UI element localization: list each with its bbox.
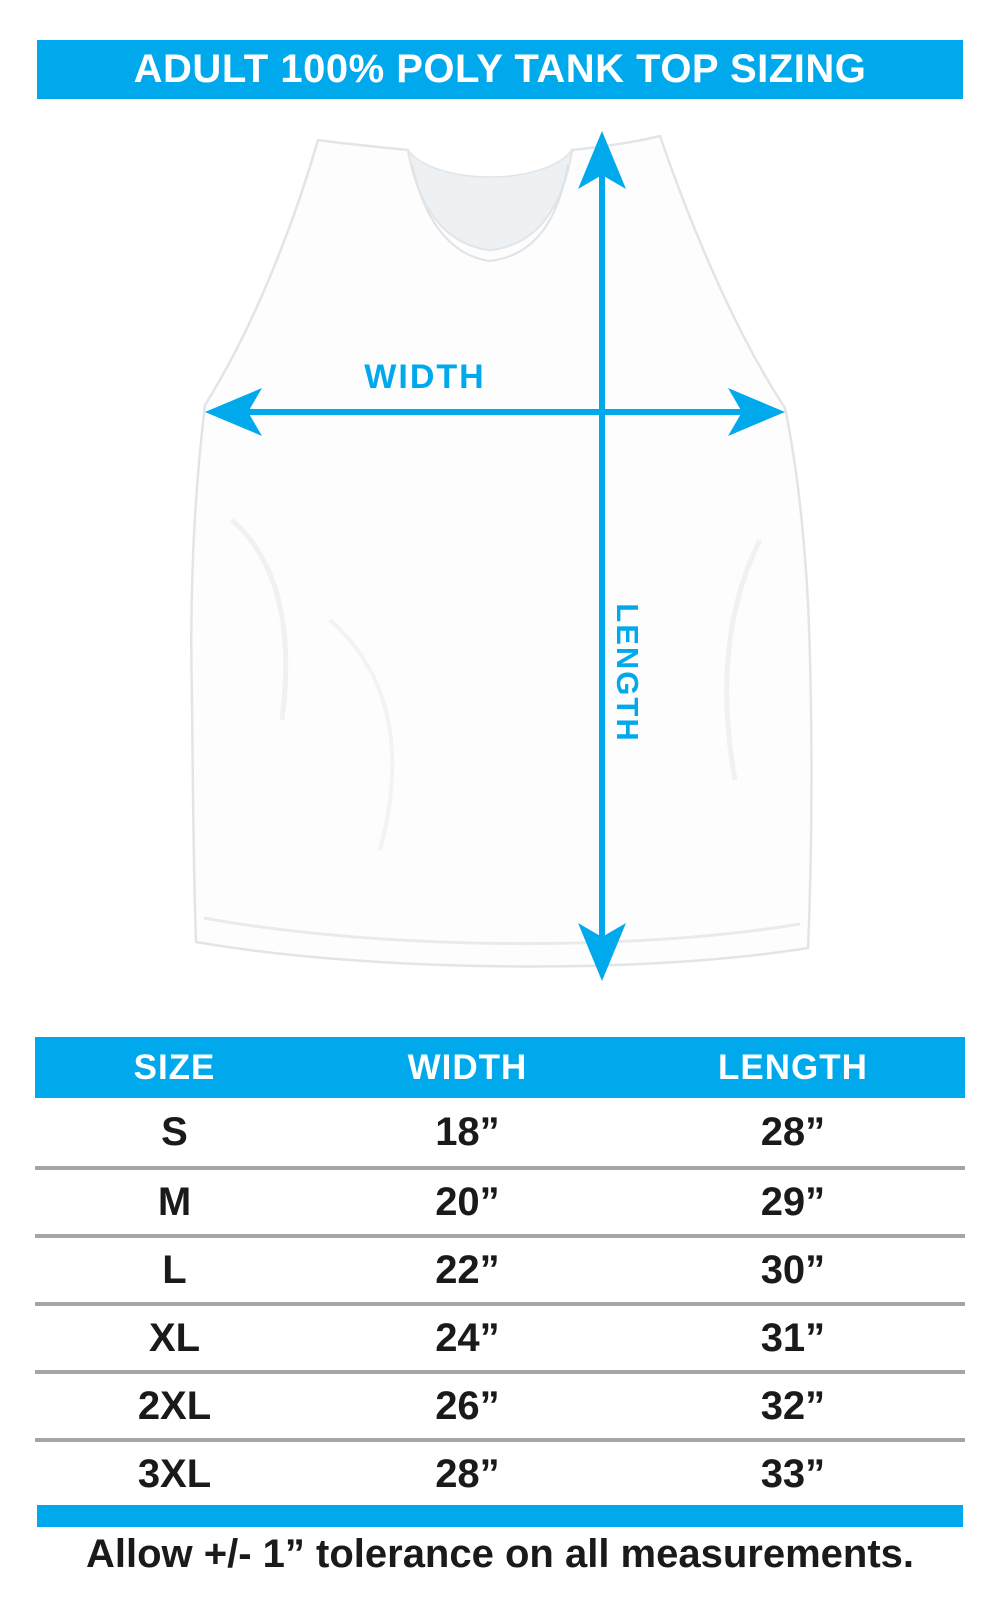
table-row: 3XL 28” 33” bbox=[35, 1438, 965, 1506]
cell-size: L bbox=[162, 1247, 187, 1292]
table-row: S 18” 28” bbox=[35, 1098, 965, 1166]
size-table-header: SIZE WIDTH LENGTH bbox=[35, 1037, 965, 1098]
table-row: M 20” 29” bbox=[35, 1166, 965, 1234]
column-header-length: LENGTH bbox=[717, 1047, 868, 1087]
length-arrow bbox=[578, 131, 626, 981]
cell-length: 30” bbox=[760, 1247, 826, 1292]
column-header-size: SIZE bbox=[133, 1047, 216, 1087]
length-dimension-label: LENGTH bbox=[610, 603, 645, 743]
collar-band bbox=[411, 163, 569, 263]
wrinkle-line bbox=[724, 538, 763, 781]
wrinkle-line bbox=[328, 618, 395, 851]
cell-width: 24” bbox=[435, 1315, 500, 1360]
cell-width: 20” bbox=[435, 1179, 500, 1224]
cell-length: 28” bbox=[760, 1109, 826, 1154]
cell-width: 28” bbox=[435, 1451, 500, 1496]
cell-length: 29” bbox=[760, 1179, 826, 1224]
title-bar: ADULT 100% POLY TANK TOP SIZING bbox=[37, 40, 963, 99]
wrinkle-line bbox=[230, 518, 289, 721]
cell-length: 33” bbox=[760, 1451, 826, 1496]
cell-length: 31” bbox=[760, 1315, 826, 1360]
cell-size: XL bbox=[148, 1315, 201, 1360]
tank-top-illustration bbox=[190, 131, 813, 981]
table-row: XL 24” 31” bbox=[35, 1302, 965, 1370]
column-header-width: WIDTH bbox=[407, 1047, 528, 1087]
cell-size: M bbox=[157, 1179, 192, 1224]
neck-opening bbox=[407, 149, 573, 251]
table-row: L 22” 30” bbox=[35, 1234, 965, 1302]
cell-size: 2XL bbox=[137, 1383, 212, 1428]
cell-length: 32” bbox=[760, 1383, 826, 1428]
tank-top-figure: WIDTH LENGTH bbox=[190, 131, 813, 981]
cell-size: 3XL bbox=[137, 1451, 212, 1496]
cell-width: 18” bbox=[435, 1109, 500, 1154]
tolerance-note: Allow +/- 1” tolerance on all measuremen… bbox=[85, 1532, 915, 1576]
cell-size: S bbox=[161, 1109, 188, 1154]
shirt-shape bbox=[190, 134, 813, 968]
cell-width: 22” bbox=[435, 1247, 500, 1292]
size-table-body: S 18” 28” M 20” 29” L 22” 30” XL 24” 31”… bbox=[35, 1098, 965, 1506]
table-row: 2XL 26” 32” bbox=[35, 1370, 965, 1438]
bottom-accent-bar bbox=[37, 1505, 963, 1527]
width-dimension-label: WIDTH bbox=[364, 358, 486, 396]
cell-width: 26” bbox=[435, 1383, 500, 1428]
hem-stitch bbox=[203, 916, 801, 946]
page-title: ADULT 100% POLY TANK TOP SIZING bbox=[133, 47, 867, 91]
width-arrow bbox=[205, 388, 785, 436]
